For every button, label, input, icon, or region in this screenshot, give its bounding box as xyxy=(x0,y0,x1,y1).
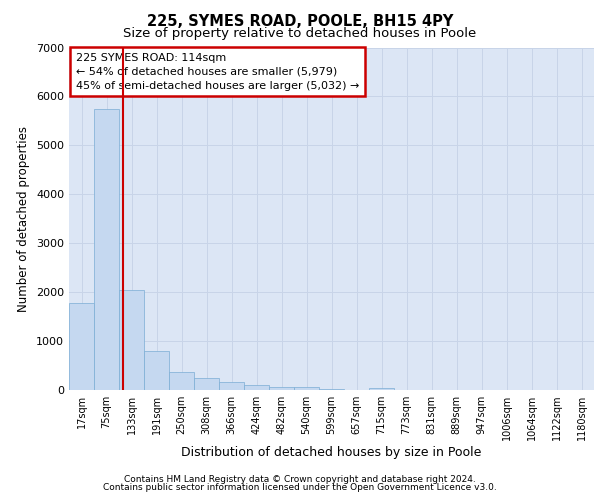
Bar xyxy=(269,386,294,390)
Bar xyxy=(194,378,219,390)
Bar xyxy=(119,290,144,390)
Bar xyxy=(94,108,119,390)
Text: Contains HM Land Registry data © Crown copyright and database right 2024.: Contains HM Land Registry data © Crown c… xyxy=(124,475,476,484)
Text: Contains public sector information licensed under the Open Government Licence v3: Contains public sector information licen… xyxy=(103,483,497,492)
Bar xyxy=(219,382,244,390)
Bar xyxy=(169,372,194,390)
Text: 225, SYMES ROAD, POOLE, BH15 4PY: 225, SYMES ROAD, POOLE, BH15 4PY xyxy=(147,14,453,29)
X-axis label: Distribution of detached houses by size in Poole: Distribution of detached houses by size … xyxy=(181,446,482,459)
Bar xyxy=(244,385,269,390)
Text: 225 SYMES ROAD: 114sqm
← 54% of detached houses are smaller (5,979)
45% of semi-: 225 SYMES ROAD: 114sqm ← 54% of detached… xyxy=(76,52,359,90)
Bar xyxy=(294,388,319,390)
Bar xyxy=(69,303,94,390)
Bar xyxy=(319,389,344,390)
Bar xyxy=(369,388,394,390)
Text: Size of property relative to detached houses in Poole: Size of property relative to detached ho… xyxy=(124,28,476,40)
Bar xyxy=(144,351,169,390)
Y-axis label: Number of detached properties: Number of detached properties xyxy=(17,126,31,312)
